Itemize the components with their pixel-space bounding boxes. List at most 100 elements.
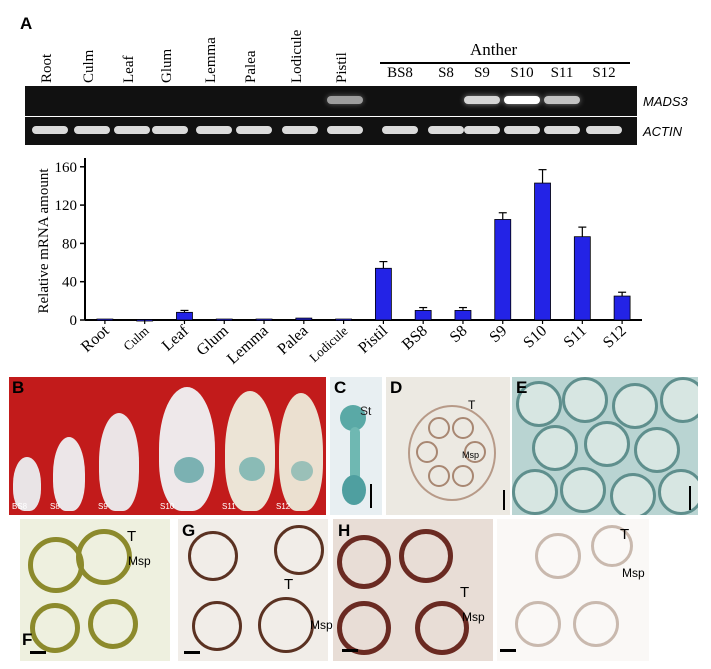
bar [573, 236, 591, 321]
actin-band [152, 126, 188, 134]
pistil-ovary [342, 475, 366, 505]
anther-section-outline [408, 405, 496, 501]
gus-stain-s12 [291, 461, 313, 481]
pollen-grain [512, 469, 558, 515]
x-tick-label: Culm [120, 323, 152, 353]
stage-label-s10: S10 [510, 65, 534, 81]
locule-2 [76, 529, 132, 585]
microsporocyte-6 [452, 465, 474, 487]
x-tick-label: Lemma [224, 322, 272, 367]
mads3-band [464, 96, 500, 104]
bar [414, 310, 432, 321]
actin-band [74, 126, 110, 134]
x-tick-label: S11 [561, 322, 590, 351]
floret-s10 [159, 387, 215, 511]
locule-1 [337, 535, 391, 589]
panel-c-letter: C [334, 378, 347, 397]
panel-b-stage-s10: S10 [160, 502, 175, 511]
x-tick-label: S10 [520, 322, 550, 351]
pollen-grain [532, 425, 578, 471]
panel-i-msp-label: Msp [622, 566, 645, 580]
lane-label-root: Root [39, 53, 55, 83]
stage-label-s8: S8 [438, 65, 454, 81]
panel-b-stage-s12: S12 [276, 502, 291, 511]
locule-2 [591, 525, 633, 567]
panel-i-t-label: T [620, 526, 630, 543]
panel-b-letter: B [12, 378, 25, 397]
y-tick-label: 80 [62, 236, 77, 252]
y-tick-label: 120 [55, 198, 78, 214]
x-tick-label: BS8 [399, 322, 431, 353]
actin-band [327, 126, 363, 134]
locule-2 [274, 525, 324, 575]
actin-band [586, 126, 622, 134]
panel-b-stage-s9: S9 [98, 502, 108, 511]
locule-1 [28, 537, 84, 593]
bar [295, 317, 313, 321]
pollen-grain [634, 427, 680, 473]
panel-e-letter: E [516, 378, 528, 397]
panel-a-letter: A [20, 14, 33, 33]
lane-label-glum: Glum [159, 48, 175, 83]
locule-3 [515, 601, 561, 647]
locule-3 [337, 601, 391, 655]
microsporocyte-1 [428, 417, 450, 439]
bar [374, 267, 392, 321]
bar [613, 295, 631, 321]
actin-band [282, 126, 318, 134]
pollen-grain [612, 383, 658, 429]
mads3-band [544, 96, 580, 104]
microsporocyte-5 [428, 465, 450, 487]
x-tick-label: S9 [486, 322, 510, 346]
stage-label-s11: S11 [550, 65, 574, 81]
floret-s12 [279, 393, 323, 511]
x-tick-label: Lodicule [306, 323, 351, 365]
x-tick-label: S8 [447, 322, 471, 346]
panel-d-msp-label: Msp [462, 450, 480, 460]
panel-d-letter: D [390, 378, 403, 397]
x-tick-label: Palea [274, 322, 311, 358]
locule-3 [30, 603, 80, 653]
stage-label-s9: S9 [474, 65, 490, 81]
panel-f-letter: F [22, 630, 33, 649]
pollen-grain [562, 377, 608, 423]
pollen-grain [560, 467, 606, 513]
x-tick-label: S12 [600, 322, 630, 351]
panel-g-scale-bar [184, 651, 200, 654]
y-tick-label: 40 [62, 275, 77, 291]
pistil-style [350, 427, 360, 497]
actin-band [32, 126, 68, 134]
panel-h-image [333, 519, 493, 661]
lane-label-pistil: Pistil [334, 52, 350, 83]
lane-label-leaf: Leaf [121, 55, 137, 83]
actin-band [544, 126, 580, 134]
panel-e-image [512, 377, 698, 515]
locule-2 [399, 529, 453, 583]
panel-g-t-label: T [284, 576, 294, 593]
locule-1 [188, 531, 238, 581]
bar [494, 219, 512, 321]
locule-4 [88, 599, 138, 649]
microsporocyte-3 [416, 441, 438, 463]
floret-s8 [53, 437, 85, 511]
panel-b-image [9, 377, 326, 515]
locule-1 [535, 533, 581, 579]
pollen-grain [610, 473, 656, 515]
panel-b-stage-s8: S8 [50, 502, 60, 511]
microsporocyte-4 [464, 441, 486, 463]
floret-s11 [225, 391, 275, 511]
gene-label-mads3: MADS3 [643, 94, 688, 109]
panel-h-scale-bar [342, 649, 358, 652]
panel-d-scale-bar [503, 490, 505, 510]
actin-band [504, 126, 540, 134]
panel-b-stage-bs8: BS8 [12, 502, 28, 511]
locule-3 [192, 601, 242, 651]
x-tick-label: Leaf [159, 322, 193, 355]
lane-label-culm: Culm [81, 49, 97, 83]
microsporocyte-2 [452, 417, 474, 439]
bar [534, 182, 551, 321]
panel-i-image [497, 519, 649, 661]
panel-f-msp-label: Msp [128, 554, 151, 568]
anther-header: Anther [470, 40, 518, 59]
mads3-band [504, 96, 540, 104]
